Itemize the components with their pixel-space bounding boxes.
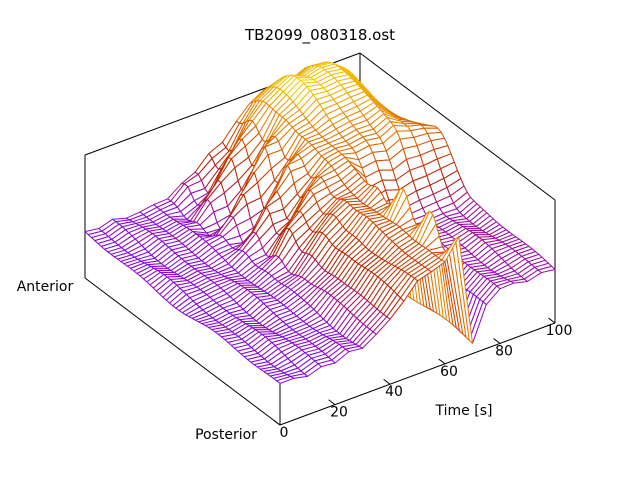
axis-ticks-and-labels: 0 20 40 60 80 100	[273, 317, 573, 441]
x-axis-tick	[328, 399, 336, 405]
x-axis-label: Time [s]	[435, 403, 493, 419]
box-top-right-edge	[359, 52, 556, 201]
y-axis-far-label: Anterior	[17, 279, 74, 295]
x-tick-label: 100	[546, 323, 573, 339]
base-edge-time-axis	[279, 322, 556, 426]
x-tick-label: 20	[330, 405, 348, 421]
x-tick-label: 0	[280, 425, 289, 441]
x-tick-label: 60	[440, 364, 458, 380]
base-edge-anterior-posterior	[84, 277, 281, 426]
x-axis-tick	[383, 378, 391, 385]
x-axis-tick	[493, 338, 501, 344]
plot-title: TB2099_080318.ost	[244, 26, 395, 45]
surface-mesh	[84, 61, 556, 384]
x-axis-tick	[273, 419, 281, 426]
y-axis-near-label: Posterior	[195, 427, 257, 443]
x-tick-label: 40	[385, 384, 403, 400]
x-tick-label: 80	[495, 343, 513, 359]
x-axis-tick	[548, 317, 556, 324]
mesh-cell	[276, 376, 295, 384]
x-axis-tick	[438, 358, 446, 365]
